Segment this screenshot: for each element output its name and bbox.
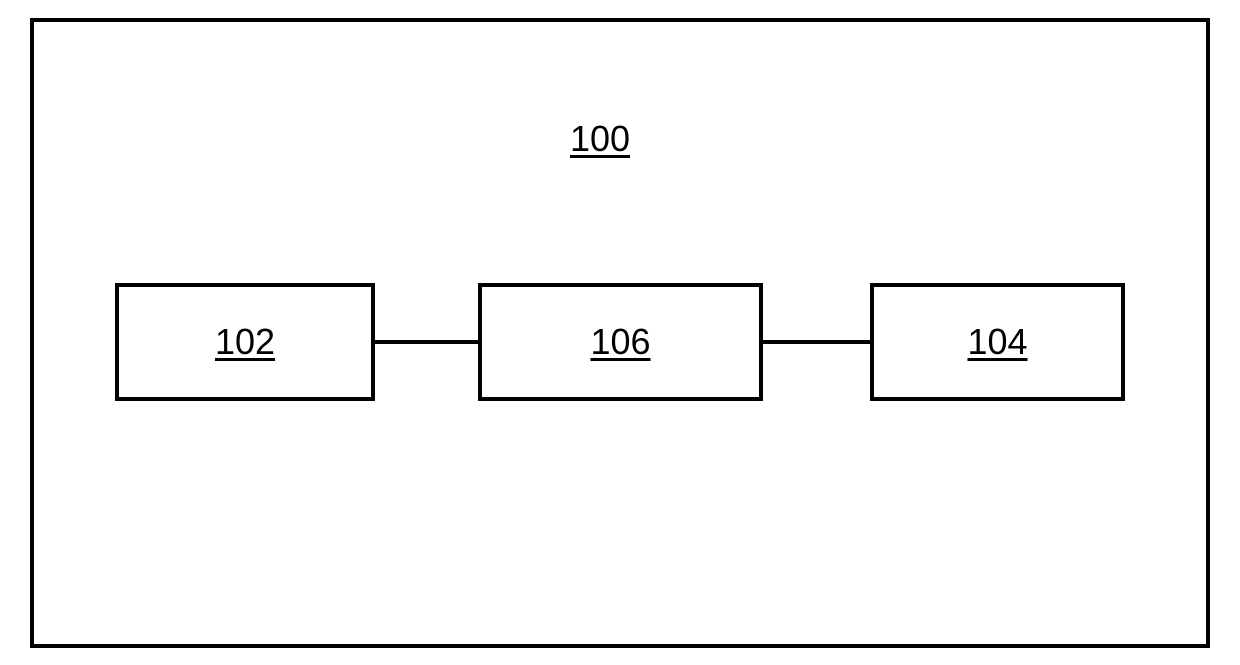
node-106: 106 (478, 283, 763, 401)
node-104-label: 104 (967, 321, 1027, 363)
node-102-label: 102 (215, 321, 275, 363)
node-104: 104 (870, 283, 1125, 401)
edge-106-104 (763, 340, 870, 344)
node-106-label: 106 (590, 321, 650, 363)
edge-102-106 (375, 340, 478, 344)
diagram-title: 100 (570, 118, 630, 160)
node-102: 102 (115, 283, 375, 401)
diagram-canvas: 100 102 106 104 (0, 0, 1240, 665)
